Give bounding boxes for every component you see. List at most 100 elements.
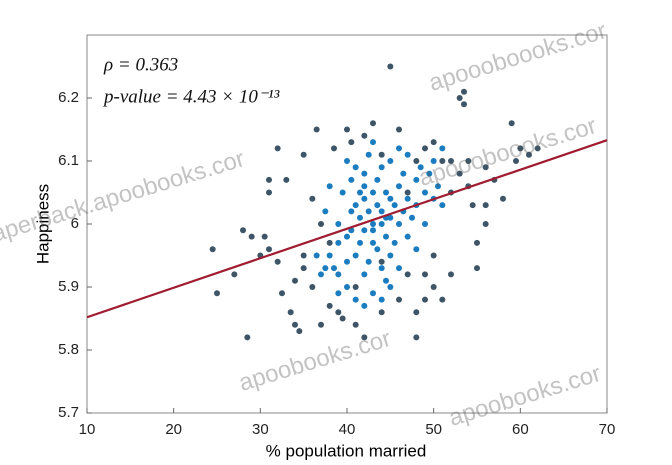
point — [400, 170, 407, 177]
point — [322, 265, 329, 272]
point — [370, 239, 376, 246]
point — [335, 221, 342, 227]
x-tick-label: 70 — [599, 421, 616, 438]
point — [378, 221, 385, 227]
point — [422, 145, 428, 152]
x-tick-label: 60 — [512, 421, 529, 438]
point — [318, 321, 324, 328]
point — [456, 170, 463, 177]
point — [374, 202, 381, 209]
point — [456, 95, 463, 101]
point — [482, 164, 489, 171]
point — [465, 158, 472, 164]
point — [279, 290, 285, 297]
point — [469, 202, 476, 209]
point — [439, 202, 446, 209]
point — [448, 158, 454, 164]
point — [526, 151, 532, 158]
point — [274, 145, 281, 152]
point — [318, 221, 324, 227]
point — [482, 221, 489, 227]
point — [266, 189, 272, 196]
y-tick-label: 6.2 — [58, 89, 79, 106]
point — [352, 321, 359, 328]
point — [370, 139, 376, 146]
point — [430, 158, 437, 164]
point — [357, 239, 363, 246]
point — [396, 221, 402, 227]
point — [344, 284, 350, 290]
point — [283, 176, 290, 183]
point — [361, 170, 368, 177]
point — [374, 246, 381, 253]
point — [413, 334, 420, 341]
point — [378, 164, 385, 171]
point — [344, 258, 350, 265]
point — [352, 252, 359, 259]
y-tick-label: 6 — [71, 215, 79, 232]
point — [352, 164, 359, 171]
point — [387, 158, 394, 164]
point — [474, 239, 480, 246]
point — [335, 239, 342, 246]
point — [326, 183, 333, 190]
point — [348, 139, 355, 146]
point — [296, 328, 303, 335]
point — [413, 176, 420, 183]
point — [244, 334, 251, 341]
y-tick-label: 5.8 — [58, 341, 79, 358]
point — [413, 246, 420, 253]
point — [348, 176, 355, 183]
point — [344, 158, 350, 164]
point — [352, 284, 359, 290]
point — [313, 252, 320, 259]
point — [266, 176, 272, 183]
point — [352, 296, 359, 303]
point — [326, 239, 333, 246]
point — [404, 195, 411, 202]
point — [292, 277, 298, 284]
point — [383, 277, 389, 284]
point — [287, 309, 294, 316]
point — [322, 208, 329, 215]
point — [300, 265, 307, 272]
point — [300, 252, 307, 259]
x-tick-label: 20 — [165, 421, 182, 438]
point — [387, 214, 394, 221]
point — [396, 183, 402, 190]
point — [331, 145, 337, 152]
point — [461, 88, 467, 95]
point — [370, 189, 376, 196]
point — [361, 195, 368, 202]
point — [413, 158, 420, 164]
point — [404, 151, 411, 158]
point — [422, 296, 428, 303]
point — [508, 120, 515, 127]
point — [413, 309, 420, 316]
point — [404, 233, 411, 240]
x-tick-label: 30 — [252, 421, 269, 438]
point — [430, 252, 437, 259]
x-axis-label: % population married — [266, 441, 427, 460]
point — [396, 296, 402, 303]
x-tick-label: 10 — [79, 421, 96, 438]
point — [387, 195, 394, 202]
point — [318, 271, 324, 278]
point — [231, 271, 238, 278]
point — [482, 202, 489, 209]
point — [370, 221, 376, 227]
point — [361, 334, 368, 341]
point — [214, 290, 220, 297]
point — [474, 265, 480, 272]
point — [309, 284, 316, 290]
point — [422, 221, 428, 227]
point — [396, 145, 402, 152]
point — [361, 271, 368, 278]
point — [439, 296, 446, 303]
point — [300, 151, 307, 158]
point — [430, 139, 437, 146]
point — [313, 126, 320, 133]
point — [335, 271, 342, 278]
point — [326, 302, 333, 309]
